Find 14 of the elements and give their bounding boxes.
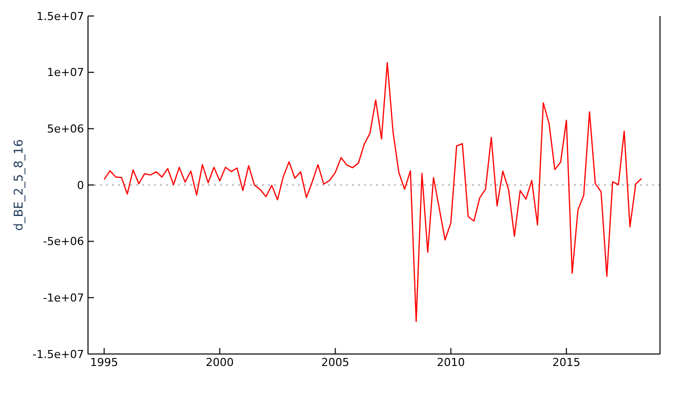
x-tick-label: 2010 bbox=[436, 356, 465, 369]
y-tick-label: 0 bbox=[77, 178, 84, 192]
x-tick-label: 2005 bbox=[321, 356, 350, 369]
y-tick-label: 1e+07 bbox=[47, 66, 84, 80]
y-axis-title: d_BE_2_5_8_16 bbox=[11, 139, 26, 231]
x-tick-label: 2000 bbox=[206, 356, 234, 369]
x-tick-label: 2015 bbox=[552, 356, 580, 369]
y-tick-label: 5e+06 bbox=[47, 122, 84, 136]
y-tick-label: -5e+06 bbox=[43, 235, 84, 248]
y-tick-label: -1e+07 bbox=[43, 292, 84, 305]
x-tick-label: 1995 bbox=[90, 356, 118, 369]
y-tick-label: 1.5e+07 bbox=[36, 10, 84, 23]
y-tick-label: -1.5e+07 bbox=[32, 348, 84, 361]
line-series bbox=[104, 62, 642, 322]
